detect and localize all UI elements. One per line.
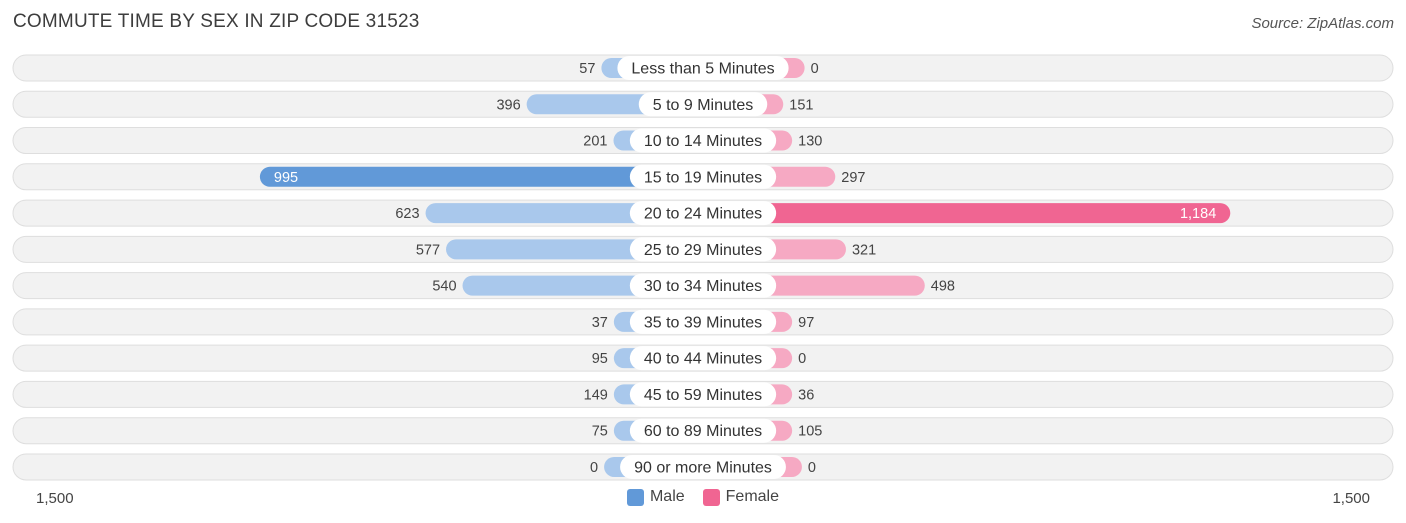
male-value-label: 577 — [416, 242, 440, 258]
axis-label-left: 1,500 — [36, 490, 74, 507]
female-value-label: 321 — [852, 242, 876, 258]
category-label: 30 to 34 Minutes — [644, 278, 762, 295]
category-label-pill — [620, 454, 786, 479]
category-label-pill — [629, 346, 777, 371]
female-value-label: 151 — [789, 97, 813, 113]
male-value-label: 149 — [584, 387, 608, 403]
category-label-pill — [629, 309, 777, 334]
category-label: 90 or more Minutes — [634, 459, 772, 476]
female-value-label: 0 — [808, 460, 816, 476]
source-note: Source: ZipAtlas.com — [1251, 15, 1394, 32]
male-value-label: 201 — [583, 134, 607, 150]
male-value-label: 37 — [592, 315, 608, 331]
female-bar — [703, 203, 1231, 224]
category-label: 45 to 59 Minutes — [644, 387, 762, 404]
female-value-label: 0 — [798, 351, 806, 367]
male-value-label: 95 — [592, 351, 608, 367]
male-value-label: 57 — [579, 61, 595, 77]
category-label-pill — [617, 56, 789, 80]
category-label: 10 to 14 Minutes — [644, 133, 762, 150]
category-label: 5 to 9 Minutes — [653, 97, 754, 114]
category-label: 40 to 44 Minutes — [644, 351, 762, 368]
legend-item-male: Male — [626, 488, 685, 506]
male-bar — [259, 166, 703, 187]
category-label: 20 to 24 Minutes — [644, 206, 762, 223]
male-value-label: 75 — [592, 424, 608, 440]
category-label-pill — [629, 164, 777, 189]
legend-label-female: Female — [725, 488, 780, 505]
category-label-pill — [629, 273, 777, 298]
female-value-label: 1,184 — [1180, 206, 1216, 222]
male-value-label: 540 — [432, 279, 456, 295]
category-label: 15 to 19 Minutes — [644, 169, 762, 186]
chart-title: COMMUTE TIME BY SEX IN ZIP CODE 31523 — [13, 11, 420, 32]
female-value-label: 105 — [798, 424, 822, 440]
legend-swatch-female — [702, 488, 720, 506]
category-label-pill — [629, 201, 777, 226]
category-label-pill — [629, 418, 777, 443]
female-value-label: 297 — [841, 170, 865, 186]
category-label: 25 to 29 Minutes — [644, 242, 762, 259]
legend-label-male: Male — [649, 488, 685, 505]
category-label-pill — [638, 92, 768, 117]
category-label-pill — [629, 128, 777, 153]
category-label: Less than 5 Minutes — [631, 61, 774, 78]
female-value-label: 130 — [798, 134, 822, 150]
axis-label-right: 1,500 — [1332, 490, 1370, 507]
category-label-pill — [629, 237, 777, 262]
male-value-label: 0 — [590, 460, 598, 476]
category-label: 35 to 39 Minutes — [644, 314, 762, 331]
legend: Male Female — [0, 488, 1406, 506]
category-label: 60 to 89 Minutes — [644, 423, 762, 440]
female-value-label: 0 — [811, 61, 819, 77]
female-value-label: 498 — [931, 279, 955, 295]
legend-item-female: Female — [702, 488, 780, 506]
male-value-label: 623 — [395, 206, 419, 222]
legend-swatch-male — [626, 488, 644, 506]
female-value-label: 36 — [798, 387, 814, 403]
male-value-label: 995 — [274, 170, 298, 186]
male-value-label: 396 — [496, 97, 520, 113]
category-label-pill — [629, 382, 777, 407]
female-value-label: 97 — [798, 315, 814, 331]
